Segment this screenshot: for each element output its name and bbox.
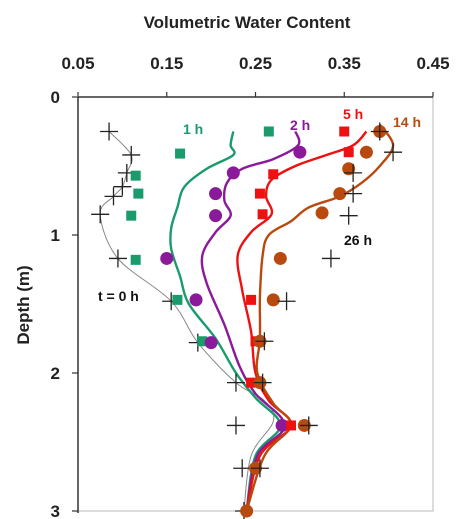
data-point-s2-0 [293, 145, 307, 159]
x-axis-title: Volumetric Water Content [144, 13, 351, 32]
data-point-s5-7 [255, 332, 274, 351]
data-point-s3-8 [286, 420, 296, 431]
x-tick-labels: 0.05 0.15 0.25 0.35 0.45 [61, 54, 450, 97]
data-point-s5-4 [339, 206, 358, 225]
data-point-s0-6 [108, 249, 127, 268]
data-point-s0-4 [104, 187, 123, 206]
data-point-s5-5 [321, 249, 340, 268]
series-curve-0 [99, 131, 275, 512]
data-point-s4-5 [273, 251, 287, 265]
data-point-s2-2 [209, 187, 223, 201]
data-point-s2-4 [160, 251, 174, 265]
series-label-14h: 14 h [393, 114, 421, 130]
data-point-s1-3 [133, 188, 144, 199]
data-point-s5-6 [277, 292, 296, 311]
data-point-s1-5 [130, 254, 141, 265]
data-point-s4-1 [359, 145, 373, 159]
series-markers [91, 122, 403, 519]
y-tick-labels: 0 1 2 3 [51, 88, 78, 519]
data-point-s1-4 [126, 210, 137, 221]
data-point-s0-0 [100, 122, 119, 141]
data-point-s5-3 [344, 184, 363, 203]
data-point-s1-2 [130, 170, 141, 181]
y-axis-title: Depth (m) [14, 265, 33, 344]
data-point-s4-11 [240, 504, 254, 518]
data-point-s3-2 [268, 169, 279, 180]
y-tick-label: 2 [51, 364, 60, 383]
data-point-s3-7 [246, 377, 257, 388]
series-label-2h: 2 h [290, 117, 310, 133]
data-point-s1-7 [197, 336, 208, 347]
series-label-26h: 26 h [344, 232, 372, 248]
x-tick-label: 0.45 [416, 54, 449, 73]
series-curves [99, 123, 395, 512]
data-point-s5-1 [384, 143, 403, 162]
data-point-s3-1 [343, 147, 354, 158]
data-point-s5-2 [344, 163, 363, 182]
series-label-5h: 5 h [343, 106, 363, 122]
x-tick-label: 0.25 [239, 54, 272, 73]
data-point-s1-1 [175, 148, 186, 159]
data-point-s3-3 [254, 188, 265, 199]
x-tick-label: 0.35 [328, 54, 361, 73]
data-point-s3-4 [257, 209, 268, 220]
series-label-t0: t = 0 h [98, 288, 139, 304]
data-point-s5-10 [250, 459, 269, 478]
data-point-s2-3 [209, 209, 223, 223]
data-point-s3-5 [246, 294, 257, 305]
data-point-s4-4 [315, 206, 329, 220]
data-point-s4-3 [333, 187, 347, 201]
data-point-s0-11 [233, 459, 252, 478]
series-curve-2 [200, 131, 301, 512]
y-tick-label: 3 [51, 502, 60, 519]
x-tick-label: 0.15 [150, 54, 183, 73]
data-point-s0-9 [226, 373, 245, 392]
data-point-s4-2 [342, 162, 356, 176]
data-point-s0-5 [91, 205, 110, 224]
data-point-s2-7 [275, 418, 289, 432]
data-point-s5-8 [253, 373, 272, 392]
data-point-s3-0 [339, 126, 350, 137]
data-point-s2-6 [204, 336, 218, 350]
data-point-s0-10 [226, 416, 245, 435]
x-tick-label: 0.05 [61, 54, 94, 73]
data-point-s4-6 [266, 293, 280, 307]
data-point-s2-1 [226, 166, 240, 180]
series-curve-1 [169, 131, 282, 512]
data-point-s1-6 [172, 294, 183, 305]
series-curve-4 [245, 123, 395, 512]
data-point-s0-3 [113, 177, 132, 196]
data-point-s5-0 [370, 122, 389, 141]
series-label-1h: 1 h [183, 121, 203, 137]
data-point-s5-9 [299, 416, 318, 435]
y-tick-label: 1 [51, 226, 60, 245]
y-tick-label: 0 [51, 88, 60, 107]
data-point-s2-5 [189, 293, 203, 307]
data-point-s1-0 [263, 126, 274, 137]
data-point-s0-1 [122, 145, 141, 164]
